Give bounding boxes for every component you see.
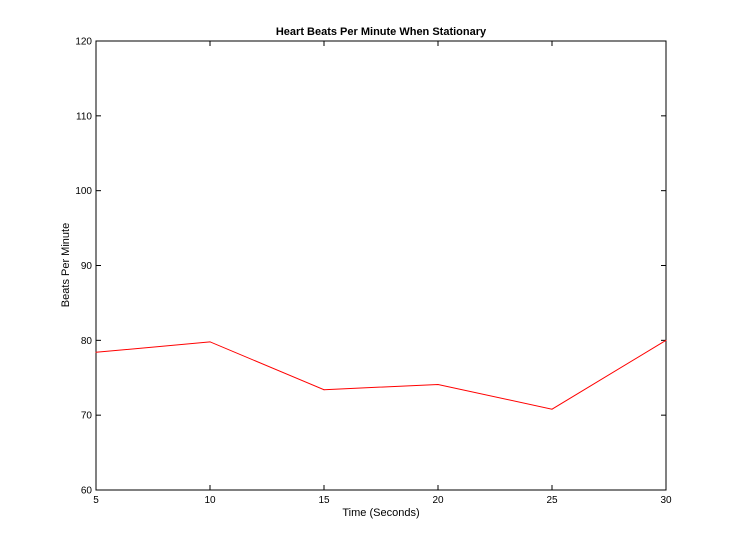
plot-area-frame xyxy=(95,40,667,491)
series-layer xyxy=(95,339,667,410)
y-tick-label: 70 xyxy=(81,411,93,422)
x-tick-label: 20 xyxy=(432,495,444,506)
x-tick-label: 5 xyxy=(93,495,99,506)
x-tick-label: 15 xyxy=(318,495,330,506)
x-tick-label: 10 xyxy=(204,495,216,506)
data-point xyxy=(95,351,97,353)
x-tick-label: 25 xyxy=(546,495,558,506)
x-axis-title: Time (Seconds) xyxy=(342,507,419,519)
data-point xyxy=(551,408,553,410)
y-axis-title: Beats Per Minute xyxy=(60,223,72,307)
y-tick-label: 120 xyxy=(75,37,92,48)
data-point xyxy=(323,389,325,391)
data-point xyxy=(665,339,667,341)
data-point xyxy=(437,383,439,385)
y-tick-label: 110 xyxy=(76,111,92,122)
x-tick-label: 30 xyxy=(660,495,672,506)
y-tick-label: 80 xyxy=(81,336,93,347)
y-axis: 60 70 80 90 100 110 120 xyxy=(75,37,666,497)
chart-title: Heart Beats Per Minute When Stationary xyxy=(276,26,487,38)
y-tick-label: 90 xyxy=(81,261,93,272)
y-tick-label: 100 xyxy=(75,186,92,197)
x-axis: 5 10 15 20 25 30 xyxy=(93,41,672,506)
series-line xyxy=(95,339,667,410)
data-point xyxy=(209,341,211,343)
y-tick-label: 60 xyxy=(81,486,93,497)
